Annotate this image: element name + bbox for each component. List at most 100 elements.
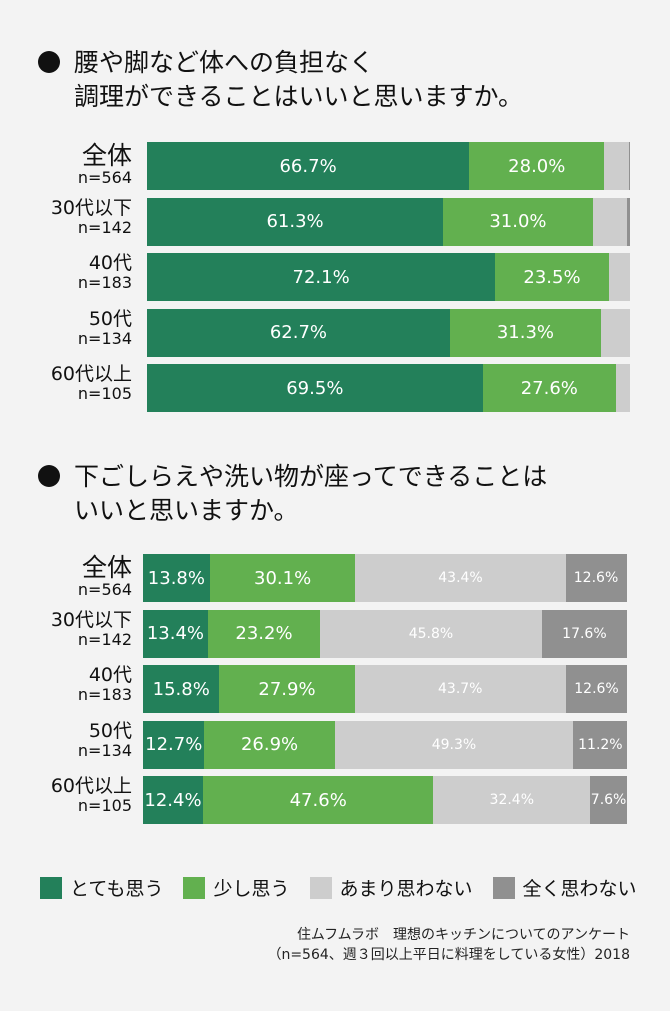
sample-size-label: n=564 bbox=[77, 580, 132, 599]
group-label: 50代 bbox=[88, 719, 132, 742]
bar-segment: 62.7% bbox=[147, 308, 450, 357]
group-label: 40代 bbox=[88, 664, 132, 686]
data-label: 12.6% bbox=[574, 681, 619, 697]
legend-item: あまり思わない bbox=[309, 874, 473, 901]
data-label: 23.5% bbox=[523, 266, 581, 288]
data-label: 23.2% bbox=[235, 623, 293, 644]
bar-segment: 7.6% bbox=[590, 776, 627, 824]
bar-segment: 72.1% bbox=[147, 253, 496, 301]
bar-segment: 61.3% bbox=[147, 197, 444, 246]
source-line: 住ムフムラボ 理想のキッチンについてのアンケート bbox=[296, 927, 630, 943]
bar-segment: 45.8% bbox=[320, 609, 542, 658]
chart-1-title: 腰や脚など体への負担なく 調理ができることはいいと思いますか。 bbox=[38, 46, 523, 114]
bar-segment: 12.4% bbox=[143, 776, 204, 824]
legend-label: 全く思わない bbox=[522, 878, 637, 900]
bar-segment bbox=[628, 142, 630, 190]
data-label: 61.3% bbox=[266, 211, 324, 232]
group-label: 30代以下 bbox=[50, 608, 132, 631]
data-label: 13.4% bbox=[146, 623, 205, 644]
data-label: 31.0% bbox=[489, 211, 547, 232]
group-label: 全体 bbox=[81, 141, 132, 170]
data-label: 66.7% bbox=[279, 155, 337, 177]
bullet-icon bbox=[38, 465, 60, 487]
legend-label: 少し思う bbox=[213, 878, 290, 900]
title-line: いいと思いますか。 bbox=[74, 496, 299, 525]
row-label: 40代 n=183 bbox=[0, 254, 132, 291]
data-label: 26.9% bbox=[240, 734, 299, 755]
sample-size-label: n=105 bbox=[77, 796, 132, 815]
data-label: 7.6% bbox=[590, 792, 627, 808]
bar-segment bbox=[626, 197, 630, 246]
legend-swatch bbox=[183, 876, 206, 899]
data-label: 72.1% bbox=[292, 266, 350, 288]
bar-segment: 31.0% bbox=[443, 197, 593, 246]
group-label: 50代 bbox=[88, 307, 132, 330]
sample-size-label: n=564 bbox=[77, 168, 132, 187]
data-label: 49.3% bbox=[431, 736, 477, 753]
sample-size-label: n=142 bbox=[77, 629, 132, 649]
sample-size-label: n=134 bbox=[77, 740, 132, 760]
group-label: 全体 bbox=[81, 553, 132, 582]
bar-segment: 47.6% bbox=[203, 776, 434, 824]
data-label: 62.7% bbox=[269, 322, 327, 343]
bar-segment: 23.5% bbox=[495, 253, 609, 301]
bar-segment: 12.6% bbox=[566, 665, 627, 713]
data-label: 47.6% bbox=[289, 789, 347, 811]
bar-segment bbox=[608, 253, 630, 301]
bar-segment: 43.7% bbox=[354, 665, 566, 713]
bar-segment: 27.6% bbox=[482, 364, 616, 412]
group-label: 60代以上 bbox=[50, 363, 132, 385]
row-label: 40代 n=183 bbox=[0, 666, 132, 703]
legend-label: あまり思わない bbox=[339, 878, 473, 900]
source-note: 住ムフムラボ 理想のキッチンについてのアンケート （n=564、週３回以上平日に… bbox=[267, 925, 630, 965]
bar-segment: 17.6% bbox=[541, 609, 627, 658]
data-label: 15.8% bbox=[152, 678, 210, 700]
sample-size-label: n=142 bbox=[77, 217, 132, 237]
bar-segment: 23.2% bbox=[207, 609, 321, 658]
bullet-icon bbox=[38, 51, 60, 73]
title-line: 腰や脚など体への負担なく bbox=[74, 48, 375, 77]
bar-segment: 69.5% bbox=[147, 364, 483, 412]
group-label: 40代 bbox=[88, 252, 132, 274]
bar-segment: 11.2% bbox=[573, 720, 628, 769]
data-label: 45.8% bbox=[408, 625, 454, 642]
bar-segment: 30.1% bbox=[209, 554, 356, 602]
bar-segment bbox=[604, 142, 629, 190]
group-label: 30代以下 bbox=[50, 196, 132, 219]
data-label: 28.0% bbox=[508, 155, 566, 177]
row-label: 50代 n=134 bbox=[0, 719, 132, 760]
sample-size-label: n=105 bbox=[77, 384, 132, 403]
row-label: 30代以下 n=142 bbox=[0, 196, 132, 237]
bar-segment: 66.7% bbox=[147, 142, 470, 190]
row-label: 60代以上 n=105 bbox=[0, 777, 132, 814]
data-label: 27.9% bbox=[258, 678, 316, 700]
legend-swatch bbox=[40, 876, 62, 899]
data-label: 12.4% bbox=[144, 789, 202, 811]
bar-segment: 32.4% bbox=[433, 776, 591, 824]
data-label: 12.7% bbox=[145, 734, 203, 755]
bar-segment: 12.6% bbox=[565, 554, 627, 602]
bar-segment bbox=[615, 364, 630, 412]
row-label: 全体 n=564 bbox=[0, 555, 132, 598]
legend-item: 少し思う bbox=[183, 874, 290, 901]
legend-item: 全く思わない bbox=[492, 874, 637, 901]
bar-segment: 15.8% bbox=[143, 665, 220, 713]
bar-segment: 26.9% bbox=[204, 720, 335, 769]
data-label: 43.4% bbox=[438, 570, 483, 586]
bar-segment: 13.4% bbox=[143, 609, 208, 658]
source-line: （n=564、週３回以上平日に料理をしている女性）2018 bbox=[267, 947, 630, 963]
row-label: 全体 n=564 bbox=[0, 143, 132, 186]
bar-segment bbox=[601, 308, 630, 357]
bar-segment: 27.9% bbox=[219, 665, 355, 713]
data-label: 69.5% bbox=[286, 377, 344, 399]
row-label: 30代以下 n=142 bbox=[0, 608, 132, 649]
sample-size-label: n=183 bbox=[77, 685, 132, 704]
data-label: 43.7% bbox=[438, 681, 483, 697]
data-label: 17.6% bbox=[562, 625, 607, 642]
bar-segment: 12.7% bbox=[143, 720, 205, 769]
row-label: 50代 n=134 bbox=[0, 307, 132, 347]
bar-segment: 43.4% bbox=[355, 554, 566, 602]
legend-swatch bbox=[492, 876, 515, 899]
title-line: 下ごしらえや洗い物が座ってできることは bbox=[74, 462, 548, 491]
